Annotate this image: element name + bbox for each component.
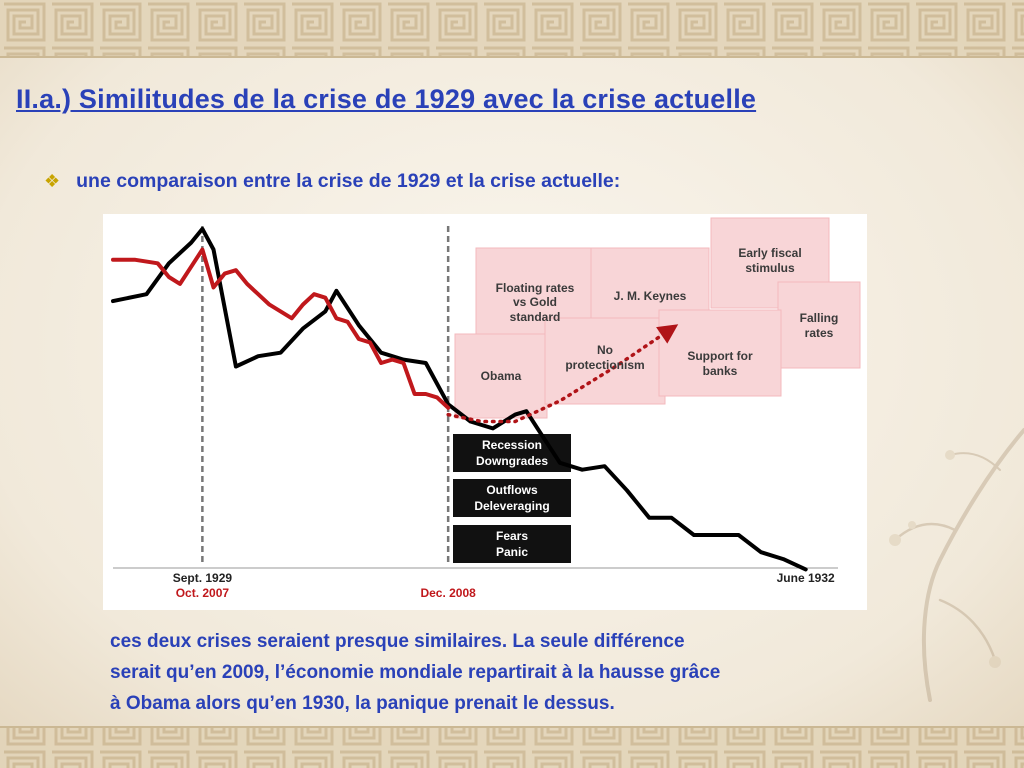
slide-title: II.a.) Similitudes de la crise de 1929 a…: [16, 84, 757, 114]
positive-factor-label: rates: [805, 326, 834, 340]
negative-factor-label: Downgrades: [476, 454, 548, 468]
tick-label-1929: June 1932: [777, 571, 835, 585]
diamond-bullet-icon: ❖: [44, 171, 61, 191]
positive-factor-label: stimulus: [745, 261, 795, 275]
positive-factor-label: protectionism: [565, 358, 644, 372]
positive-factor-label: Obama: [481, 369, 522, 383]
projection-arrowhead: [656, 324, 679, 344]
negative-factor-label: Panic: [496, 545, 528, 559]
negative-factor-label: Fears: [496, 529, 528, 543]
positive-factor-box: [454, 333, 548, 419]
tick-label-2007: Dec. 2008: [420, 586, 476, 600]
negative-factor-label: Recession: [482, 438, 542, 452]
positive-factor-box: [777, 281, 861, 369]
bullet-text: une comparaison entre la crise de 1929 e…: [76, 170, 621, 192]
positive-factor-box: [544, 317, 666, 405]
positive-factor-label: banks: [703, 364, 738, 378]
positive-factor-label: Falling: [800, 311, 839, 325]
tick-label-1929: Sept. 1929: [173, 571, 233, 585]
conclusion-line-2: serait qu’en 2009, l’économie mondiale r…: [110, 662, 721, 683]
plum-branch-decoration: [889, 428, 1024, 702]
series-line-1929: [111, 226, 808, 572]
projection-dotted-line: [446, 326, 674, 424]
negative-factor-label: Deleveraging: [474, 499, 549, 513]
positive-factor-label: standard: [510, 310, 561, 324]
series-line-2007: [111, 247, 451, 410]
negative-factor-box: [453, 479, 571, 517]
positive-factor-box: [658, 309, 782, 397]
conclusion-line-1: ces deux crises seraient presque similai…: [110, 631, 685, 652]
conclusion-line-3: à Obama alors qu’en 1930, la panique pre…: [110, 693, 615, 714]
negative-factor-box: [453, 525, 571, 563]
negative-factor-label: Outflows: [486, 483, 538, 497]
tick-label-2007: Oct. 2007: [176, 586, 230, 600]
positive-factor-label: Early fiscal: [738, 246, 801, 260]
positive-factor-label: Support for: [687, 349, 753, 363]
positive-factor-label: No: [597, 343, 613, 357]
bullet-item: ❖ une comparaison entre la crise de 1929…: [44, 170, 620, 193]
conclusion-text: ces deux crises seraient presque similai…: [110, 626, 950, 719]
positive-factor-label: Floating rates: [496, 281, 575, 295]
positive-factor-label: J. M. Keynes: [614, 289, 687, 303]
positive-factor-label: vs Gold: [513, 295, 557, 309]
